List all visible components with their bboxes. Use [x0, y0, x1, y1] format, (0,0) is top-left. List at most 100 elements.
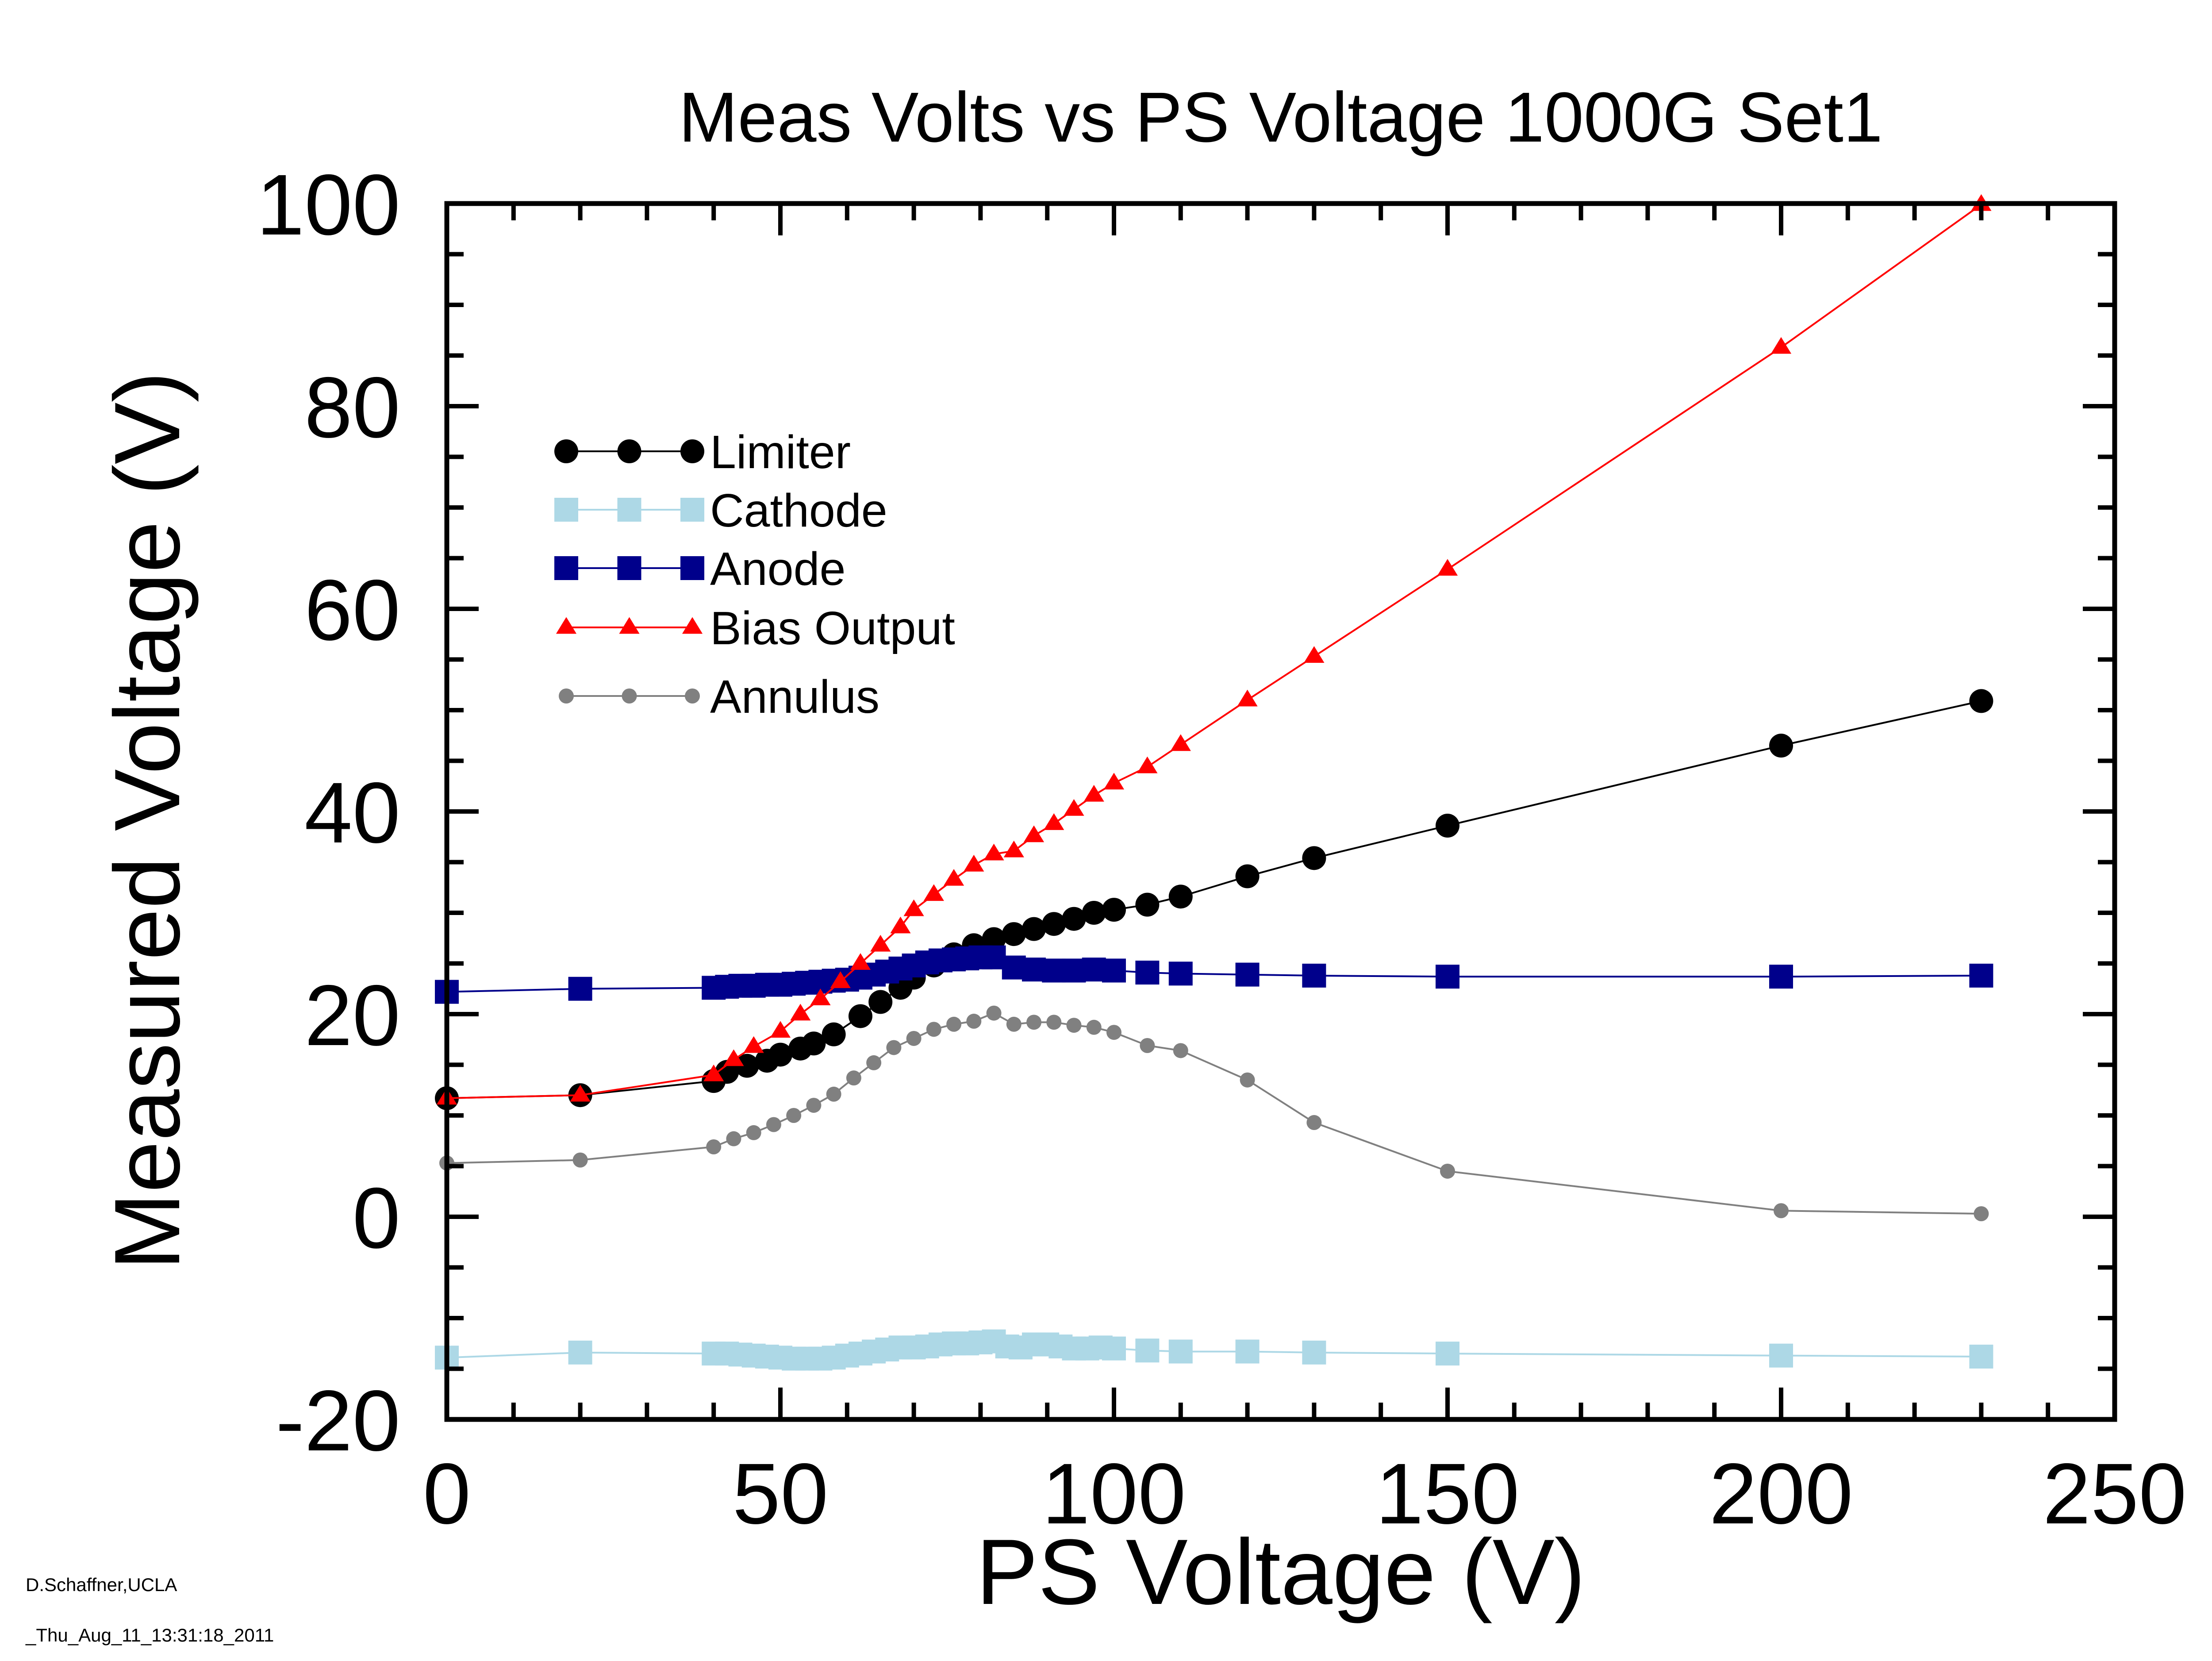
- series-line-anode: [446, 956, 1982, 993]
- data-point: [570, 1084, 591, 1102]
- plot-frame: [444, 201, 2117, 1422]
- legend-marker: [685, 688, 700, 704]
- series-line-cathode: [446, 1340, 1982, 1360]
- data-point: [806, 1098, 822, 1113]
- data-point: [903, 899, 924, 916]
- legend-label: Anode: [710, 543, 846, 595]
- data-point: [1042, 958, 1066, 983]
- data-point: [1062, 958, 1086, 983]
- y-tick-label: 20: [304, 967, 400, 1064]
- data-point: [886, 1040, 902, 1055]
- legend-marker: [617, 439, 641, 463]
- data-point: [1137, 756, 1158, 773]
- data-point: [746, 1125, 761, 1140]
- x-axis-label: PS Voltage (V): [976, 1520, 1585, 1624]
- data-point: [1969, 963, 1993, 988]
- legend-marker: [556, 617, 577, 634]
- data-point: [1103, 773, 1125, 790]
- data-point: [786, 1108, 802, 1123]
- data-point: [1046, 1015, 1062, 1030]
- data-point: [983, 843, 1004, 861]
- data-point: [986, 1005, 1002, 1021]
- data-point: [1062, 907, 1086, 931]
- data-point: [1002, 955, 1026, 980]
- data-point: [706, 1139, 722, 1154]
- data-point: [1306, 1115, 1322, 1130]
- data-point: [946, 1016, 962, 1032]
- y-tick-label: 100: [257, 157, 400, 253]
- series-cathode: [435, 1329, 1993, 1371]
- data-point: [802, 1031, 826, 1056]
- x-tick-label: 150: [1375, 1446, 1519, 1542]
- data-point: [1042, 912, 1066, 936]
- y-tick-label: 0: [353, 1170, 400, 1266]
- x-tick-label: 100: [1042, 1446, 1186, 1542]
- data-point: [850, 953, 871, 970]
- data-point: [1237, 689, 1258, 707]
- data-point: [1082, 957, 1106, 982]
- legend-label: Cathode: [710, 484, 887, 537]
- legend-marker: [554, 556, 578, 580]
- data-point: [1140, 1038, 1155, 1053]
- data-point: [1002, 922, 1026, 946]
- series-anode: [435, 945, 1993, 1004]
- data-point: [1969, 689, 1993, 713]
- data-point: [1302, 1340, 1326, 1365]
- data-point: [768, 1042, 792, 1067]
- data-point: [926, 1022, 941, 1037]
- data-point: [848, 1004, 872, 1028]
- data-point: [830, 971, 851, 988]
- data-point: [1769, 965, 1793, 989]
- legend-marker: [680, 556, 704, 580]
- data-point: [1102, 1336, 1126, 1361]
- legend-item-cathode: Cathode: [554, 484, 887, 537]
- series-line-annulus: [446, 1012, 1982, 1215]
- x-tick-label: 200: [1709, 1446, 1853, 1542]
- legend-item-bias-output: Bias Output: [556, 602, 955, 654]
- y-tick-label: -20: [276, 1373, 400, 1469]
- author-credit: D.Schaffner,UCLA: [26, 1574, 177, 1595]
- data-point: [1436, 814, 1459, 838]
- data-point: [568, 977, 592, 1001]
- legend-item-anode: Anode: [554, 543, 846, 595]
- series-bias-output: [436, 194, 1992, 1105]
- series-line-limiter: [446, 700, 1982, 1100]
- series-line-bias-output: [446, 204, 1982, 1100]
- data-point: [826, 1086, 841, 1102]
- legend-item-limiter: Limiter: [554, 426, 851, 478]
- legend-marker: [554, 498, 578, 522]
- data-point: [743, 1036, 764, 1053]
- data-point: [770, 1021, 791, 1038]
- data-point: [1026, 1015, 1042, 1030]
- legend: Limiter Cathode Anode Bias Output Annulus: [554, 426, 955, 723]
- data-point: [1168, 884, 1193, 909]
- data-point: [1168, 1339, 1193, 1364]
- data-point: [1304, 646, 1325, 663]
- data-point: [726, 1131, 741, 1146]
- y-tick-label: 80: [304, 359, 400, 456]
- data-point: [923, 884, 944, 901]
- legend-marker: [619, 617, 640, 634]
- data-point: [1168, 961, 1193, 986]
- data-point: [1044, 813, 1064, 830]
- data-point: [1436, 965, 1459, 989]
- data-point: [1135, 1338, 1160, 1363]
- data-point: [1437, 559, 1458, 576]
- data-point: [1235, 1339, 1260, 1364]
- plot-data: [435, 194, 1993, 1371]
- data-point: [982, 927, 1006, 951]
- data-point: [1023, 825, 1045, 842]
- data-point: [1969, 1345, 1993, 1369]
- data-point: [1022, 957, 1046, 982]
- x-tick-label: 0: [423, 1446, 471, 1542]
- data-point: [572, 1152, 588, 1168]
- x-tick-label: 250: [2043, 1446, 2186, 1542]
- chart-title: Meas Volts vs PS Voltage 1000G Set1: [679, 77, 1883, 157]
- data-point: [1170, 734, 1191, 751]
- series-annulus: [439, 1005, 1989, 1222]
- timestamp: _Thu_Aug_11_13:31:18_2011: [26, 1625, 274, 1646]
- data-point: [1106, 1025, 1121, 1040]
- data-point: [1302, 846, 1326, 870]
- data-point: [1083, 784, 1104, 802]
